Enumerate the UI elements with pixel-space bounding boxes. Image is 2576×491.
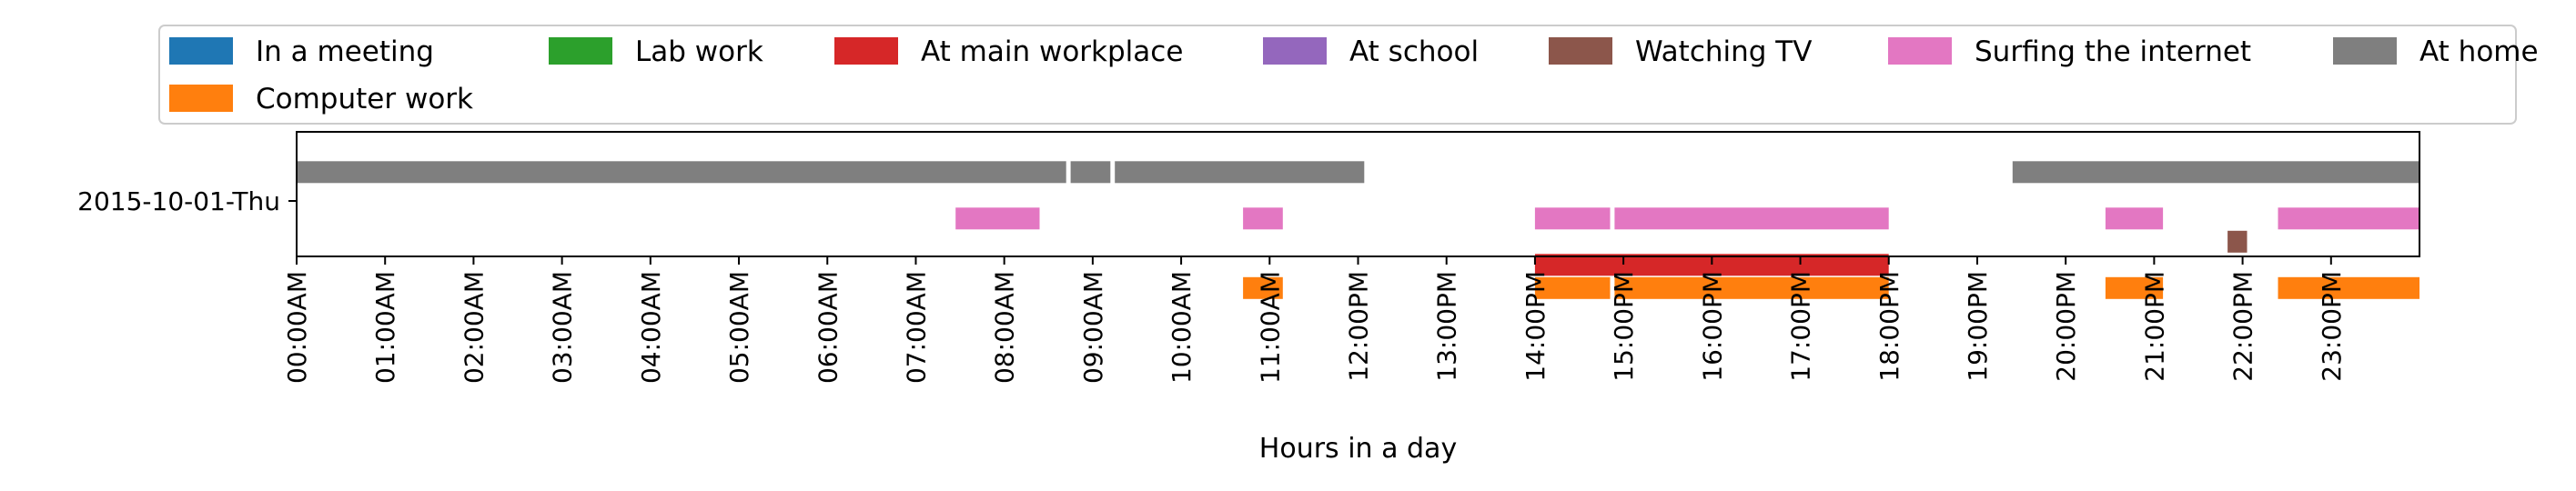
legend-swatch-surfing-the-internet xyxy=(1888,37,1952,65)
x-tick-label: 06:00AM xyxy=(813,271,843,384)
x-tick-label: 11:00AM xyxy=(1255,271,1285,384)
x-tick-label: 17:00PM xyxy=(1786,271,1816,382)
legend-label-lab-work: Lab work xyxy=(635,35,763,68)
legend-swatch-at-main-workplace xyxy=(834,37,898,65)
x-tick-label: 14:00PM xyxy=(1520,271,1551,382)
bar-surfing-the-internet-4 xyxy=(1614,207,1889,230)
bar-surfing-the-internet-3 xyxy=(1534,207,1611,230)
x-tick-label: 02:00AM xyxy=(459,271,489,384)
bar-at-home-4 xyxy=(2012,161,2419,184)
legend-label-at-home: At home xyxy=(2419,35,2539,68)
legend-swatch-computer-work xyxy=(169,85,233,112)
x-tick-label: 13:00PM xyxy=(1432,271,1462,382)
bar-watching-tv-1 xyxy=(2227,230,2248,253)
x-tick-label: 16:00PM xyxy=(1697,271,1727,382)
legend-swatch-at-school xyxy=(1263,37,1327,65)
x-tick-label: 09:00AM xyxy=(1078,271,1108,384)
x-tick-label: 23:00PM xyxy=(2317,271,2347,382)
bar-surfing-the-internet-2 xyxy=(1243,207,1283,230)
x-tick-label: 03:00AM xyxy=(548,271,578,384)
y-tick-label: 2015-10-01-Thu xyxy=(77,186,280,216)
legend-label-at-main-workplace: At main workplace xyxy=(921,35,1183,68)
legend-label-watching-tv: Watching TV xyxy=(1635,35,1812,68)
bar-surfing-the-internet-6 xyxy=(2278,207,2419,230)
x-tick-label: 08:00AM xyxy=(990,271,1020,384)
bar-computer-work-1 xyxy=(1243,276,1283,299)
legend-label-surfing-the-internet: Surfing the internet xyxy=(1975,35,2251,68)
bar-surfing-the-internet-1 xyxy=(955,207,1040,230)
bar-computer-work-4 xyxy=(2105,276,2164,299)
bar-computer-work-3 xyxy=(1614,276,1889,299)
x-tick-label: 12:00PM xyxy=(1344,271,1374,382)
legend-label-in-a-meeting: In a meeting xyxy=(256,35,434,68)
x-tick-label: 07:00AM xyxy=(901,271,931,384)
bar-computer-work-5 xyxy=(2278,276,2419,299)
x-tick-label: 20:00PM xyxy=(2051,271,2081,382)
x-tick-label: 05:00AM xyxy=(724,271,754,384)
x-tick-label: 04:00AM xyxy=(636,271,666,384)
legend-label-at-school: At school xyxy=(1349,35,1479,68)
bar-computer-work-2 xyxy=(1534,276,1611,299)
x-tick-label: 21:00PM xyxy=(2139,271,2169,382)
plot-area: 2015-10-01-Thu 00:00AM 01:00AM 02:00AM 03:0… xyxy=(77,131,2420,465)
legend-swatch-in-a-meeting xyxy=(169,37,233,65)
x-tick-label: 22:00PM xyxy=(2228,271,2258,382)
x-tick-label: 18:00PM xyxy=(1874,271,1904,382)
x-tick-label: 01:00AM xyxy=(370,271,400,384)
legend-swatch-lab-work xyxy=(549,37,612,65)
x-axis-label: Hours in a day xyxy=(1259,433,1457,465)
legend: In a meeting Lab work At main workplace At … xyxy=(158,25,2539,125)
legend-label-computer-work: Computer work xyxy=(256,83,473,115)
bar-at-home-2 xyxy=(1070,161,1111,184)
bar-at-home-3 xyxy=(1115,161,1365,184)
legend-swatch-watching-tv xyxy=(1549,37,1612,65)
x-tick-label: 00:00AM xyxy=(282,271,312,384)
legend-swatch-at-home xyxy=(2333,37,2397,65)
x-tick-label: 19:00PM xyxy=(1963,271,1993,382)
bar-surfing-the-internet-5 xyxy=(2105,207,2164,230)
x-tick-label: 15:00PM xyxy=(1609,271,1639,382)
x-tick-label: 10:00AM xyxy=(1167,271,1197,384)
bar-at-home-1 xyxy=(297,161,1066,184)
